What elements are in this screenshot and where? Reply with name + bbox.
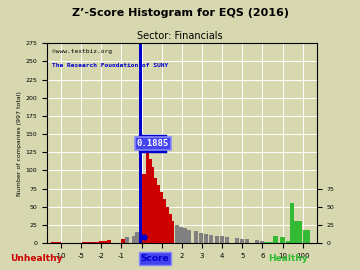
Bar	[103, 241, 107, 243]
Bar	[51, 242, 55, 243]
Bar	[135, 232, 139, 243]
Bar	[289, 203, 294, 243]
Bar	[215, 236, 219, 243]
Text: Sector: Financials: Sector: Financials	[137, 31, 223, 41]
Bar	[255, 240, 259, 243]
Text: Score: Score	[140, 254, 169, 263]
Bar	[160, 192, 163, 243]
Text: ©www.textbiz.org: ©www.textbiz.org	[52, 49, 112, 54]
Bar	[82, 242, 86, 243]
Bar	[175, 225, 179, 243]
Bar	[169, 214, 172, 243]
Bar	[146, 141, 149, 243]
Bar	[280, 237, 285, 243]
Bar	[157, 185, 160, 243]
Bar	[199, 233, 203, 243]
Bar	[270, 242, 273, 243]
Bar	[132, 236, 135, 243]
Bar	[273, 236, 278, 243]
Bar	[163, 200, 166, 243]
Bar	[139, 43, 142, 243]
Bar	[54, 242, 58, 243]
Bar	[225, 237, 229, 243]
Bar	[267, 242, 270, 243]
Bar	[85, 242, 89, 243]
Bar	[303, 230, 310, 243]
Bar	[107, 240, 111, 243]
Text: Healthy: Healthy	[268, 254, 308, 263]
Y-axis label: Number of companies (997 total): Number of companies (997 total)	[17, 91, 22, 195]
Bar	[95, 242, 99, 243]
Bar	[235, 238, 239, 243]
Text: 0.1885: 0.1885	[137, 139, 169, 148]
Bar	[125, 237, 129, 243]
Bar	[220, 237, 224, 243]
Bar	[209, 235, 213, 243]
Bar	[171, 221, 174, 243]
Text: Unhealthy: Unhealthy	[10, 254, 62, 263]
Bar	[245, 239, 249, 243]
Bar	[142, 174, 146, 243]
Bar	[121, 239, 125, 243]
Bar	[166, 207, 169, 243]
Bar	[57, 242, 61, 243]
Text: The Research Foundation of SUNY: The Research Foundation of SUNY	[52, 63, 168, 68]
Bar	[285, 241, 289, 243]
Bar	[151, 167, 154, 243]
Bar	[240, 239, 244, 243]
Bar	[264, 242, 267, 243]
Bar	[183, 228, 186, 243]
Bar	[149, 160, 152, 243]
Bar	[204, 234, 208, 243]
Bar	[260, 241, 264, 243]
Bar	[91, 242, 95, 243]
Bar	[99, 241, 103, 243]
Text: Z’-Score Histogram for EQS (2016): Z’-Score Histogram for EQS (2016)	[72, 8, 288, 18]
Bar	[154, 178, 157, 243]
Bar	[88, 242, 92, 243]
Bar	[194, 231, 198, 243]
Bar	[179, 227, 183, 243]
Bar	[187, 230, 190, 243]
Bar	[293, 221, 302, 243]
